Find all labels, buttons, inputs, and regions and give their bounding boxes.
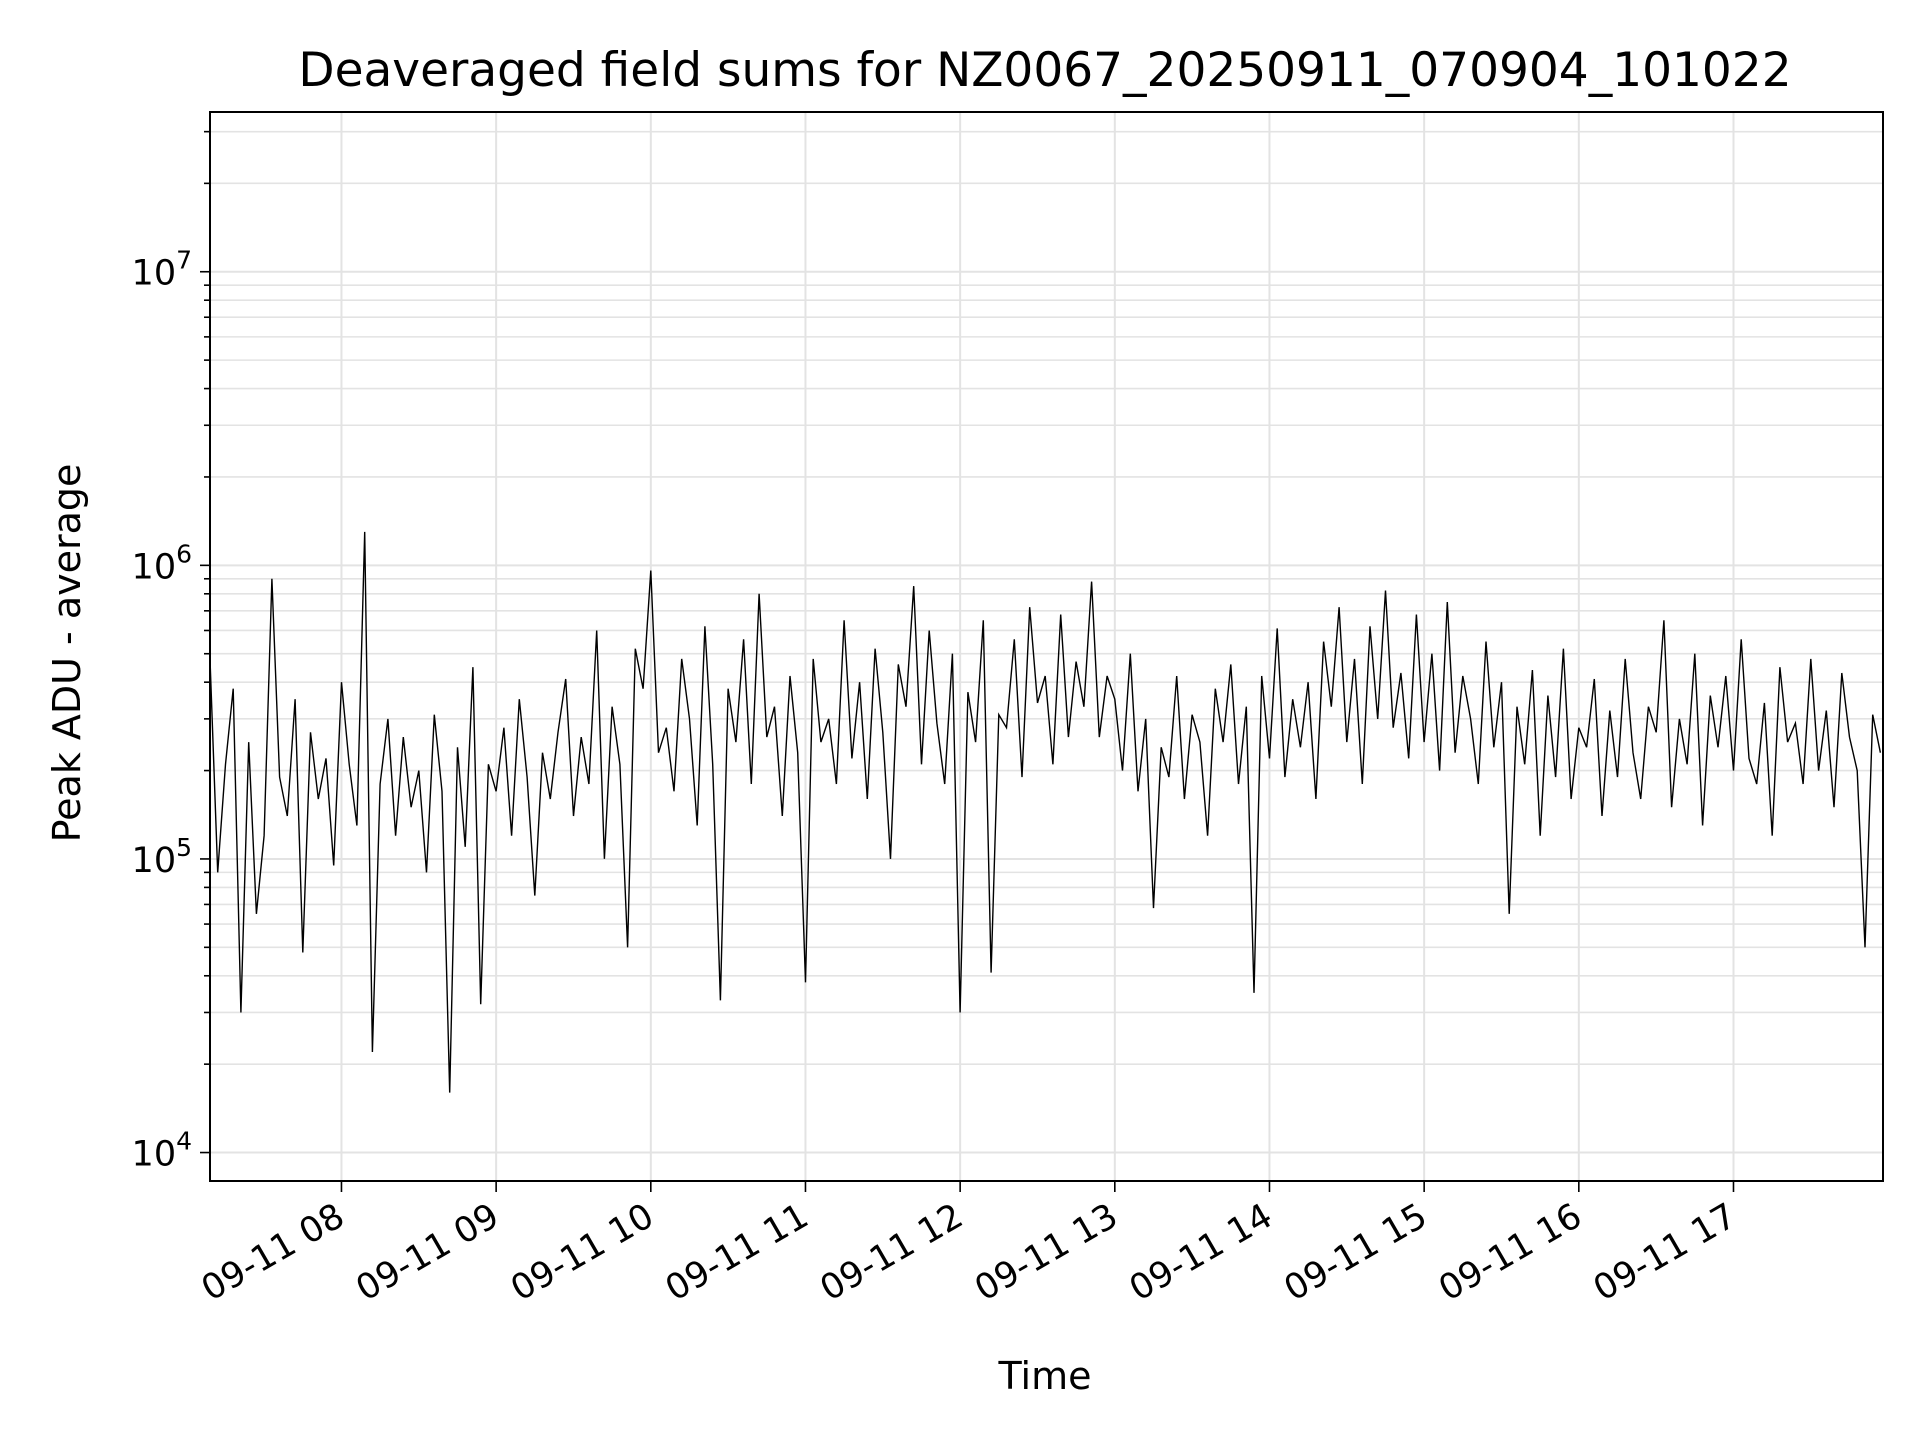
x-tick-label: 09-11 10 — [504, 1196, 660, 1309]
y-tick-base: 10 — [132, 1135, 177, 1175]
x-tick-label: 09-11 13 — [968, 1196, 1124, 1309]
y-tick-base: 10 — [132, 841, 177, 881]
x-tick-label: 09-11 16 — [1432, 1196, 1588, 1309]
x-tick-label: 09-11 08 — [195, 1196, 351, 1309]
x-axis-label: Time — [998, 1354, 1092, 1398]
y-tick-label: 106 — [132, 539, 192, 587]
y-tick-base: 10 — [132, 547, 177, 587]
y-tick-exponent: 7 — [176, 246, 192, 275]
grid — [210, 112, 1883, 1181]
y-tick-label: 104 — [132, 1127, 192, 1175]
y-tick-exponent: 6 — [176, 539, 192, 568]
series-line — [209, 531, 1882, 1093]
x-tick-label: 09-11 14 — [1123, 1196, 1279, 1309]
chart-title: Deaveraged field sums for NZ0067_2025091… — [298, 43, 1791, 98]
x-tick-label: 09-11 09 — [350, 1196, 506, 1309]
y-tick-base: 10 — [132, 254, 177, 294]
y-tick-exponent: 5 — [176, 833, 192, 862]
y-tick-label: 105 — [132, 833, 192, 881]
x-tick-label: 09-11 17 — [1587, 1196, 1743, 1309]
y-tick-exponent: 4 — [176, 1127, 192, 1156]
series-line-layer — [209, 531, 1882, 1093]
y-tick-label: 107 — [132, 246, 192, 294]
x-tick-label: 09-11 11 — [659, 1196, 815, 1309]
plot-frame — [209, 111, 1884, 1182]
y-axis-label: Peak ADU - average — [45, 464, 89, 843]
x-tick-label: 09-11 12 — [814, 1196, 970, 1309]
x-tick-label: 09-11 15 — [1278, 1196, 1434, 1309]
